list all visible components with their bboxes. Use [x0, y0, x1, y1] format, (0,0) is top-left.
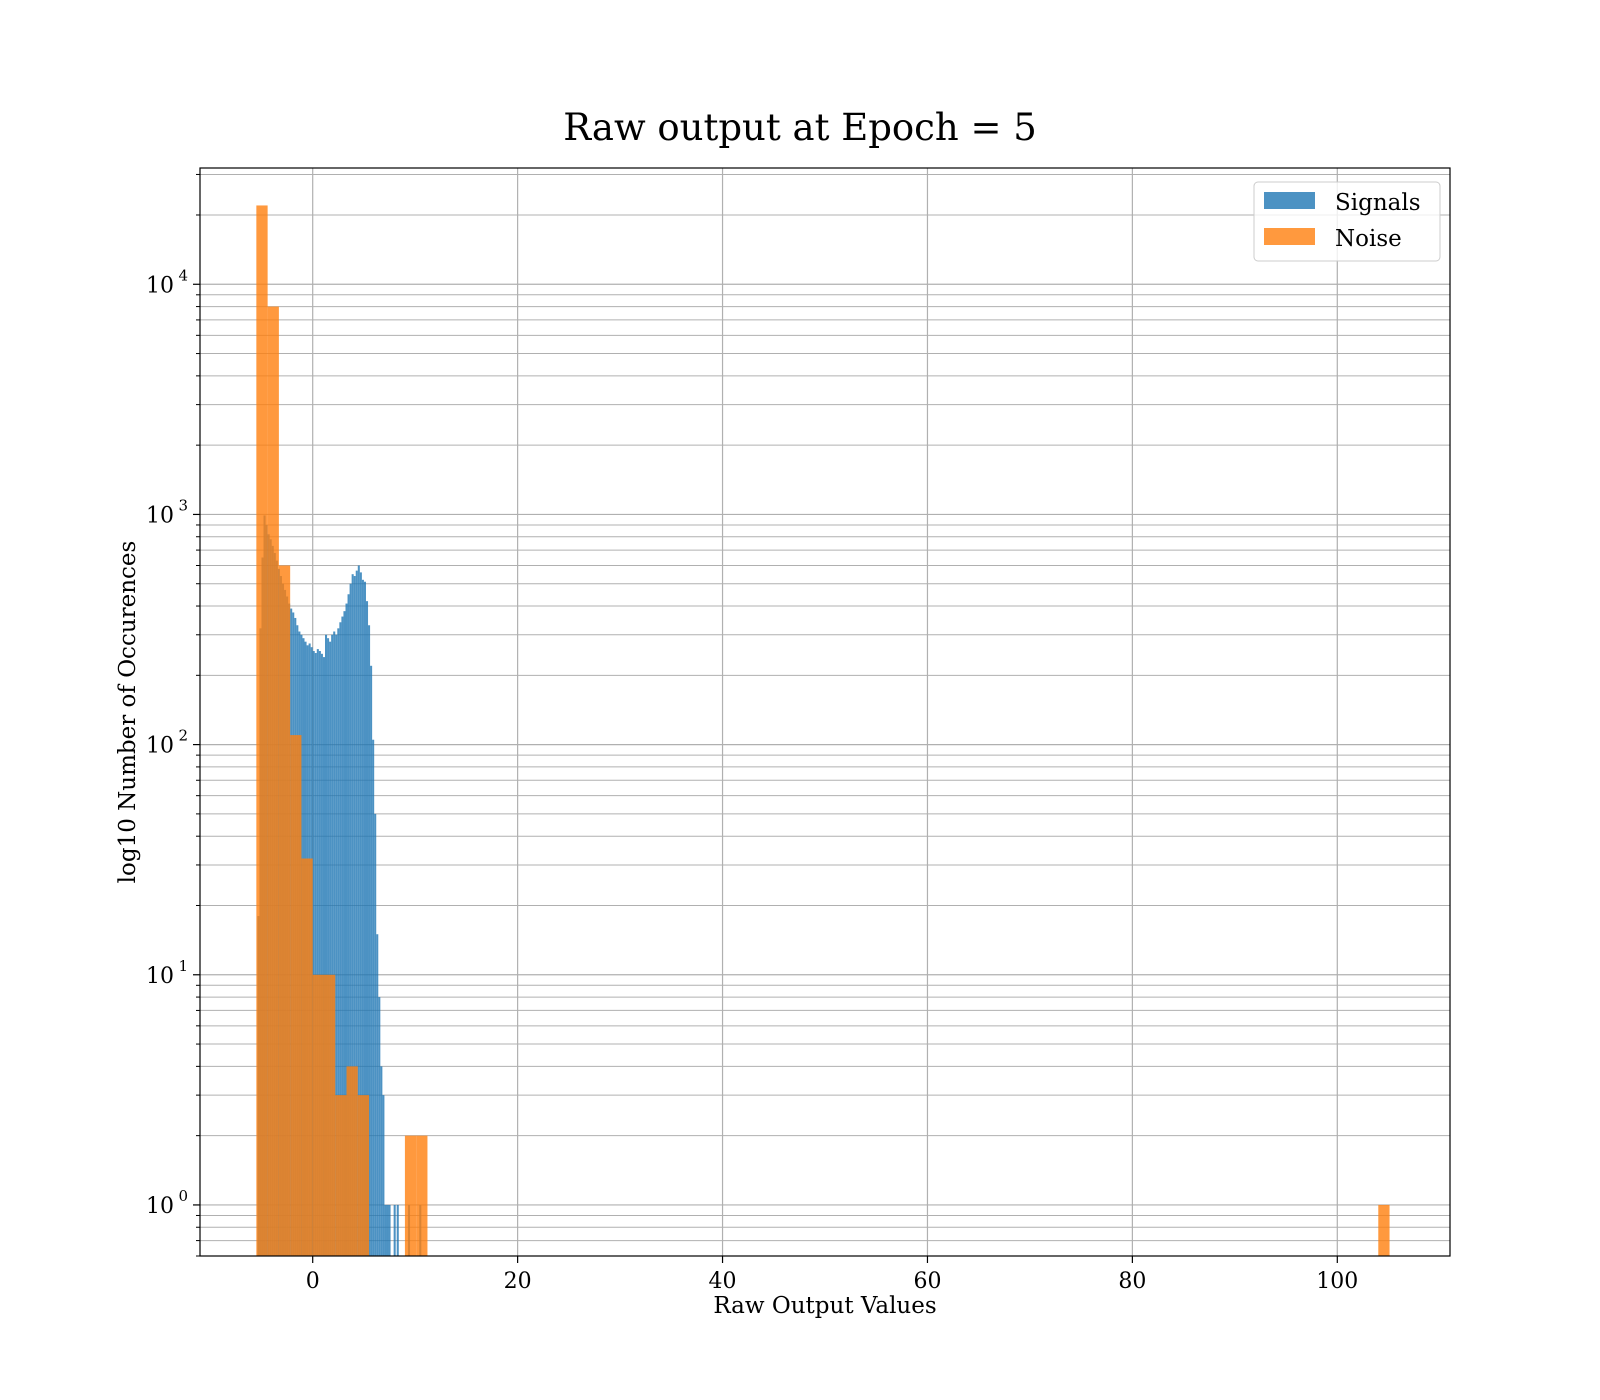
bar-signals — [322, 657, 325, 1256]
y-tick-exponent: 3 — [178, 496, 188, 514]
bar-noise — [357, 1095, 370, 1256]
bar-noise — [335, 1095, 347, 1256]
bar-signals — [339, 622, 342, 1256]
y-tick-exponent: 0 — [178, 1187, 188, 1205]
bar-signals — [343, 611, 346, 1256]
bar-noise — [416, 1135, 428, 1256]
bar-signals — [335, 634, 338, 1256]
bar-signals — [378, 997, 381, 1256]
bar-signals — [357, 565, 360, 1256]
legend-swatch-noise — [1264, 228, 1315, 245]
bar-signals — [396, 1204, 399, 1256]
bar-signals — [331, 634, 334, 1256]
bar-signals — [376, 934, 379, 1256]
y-tick-exponent: 4 — [178, 266, 188, 284]
x-tick-label: 100 — [1316, 1269, 1358, 1294]
y-axis-label: log10 Number of Occurences — [115, 541, 141, 884]
bar-signals — [333, 631, 336, 1256]
bar-signals — [370, 665, 373, 1256]
y-tick-exponent: 1 — [178, 957, 188, 975]
bar-noise — [267, 306, 279, 1256]
bar-signals — [337, 628, 340, 1256]
y-tick-label: 10 — [146, 964, 174, 989]
y-tick-label: 10 — [146, 503, 174, 528]
plot-area — [199, 167, 1451, 1257]
x-tick-label: 80 — [1118, 1269, 1146, 1294]
plot-frame — [199, 167, 1451, 1257]
bar-noise — [256, 205, 268, 1257]
bar-noise — [290, 735, 302, 1256]
x-axis-label: Raw Output Values — [713, 1293, 936, 1319]
y-tick-label: 10 — [146, 1194, 174, 1219]
x-axis-ticks: 0 20 40 60 80 100 — [306, 1256, 1358, 1294]
bar-signals — [365, 601, 369, 1256]
bar-signals — [393, 1204, 396, 1256]
bar-signals — [345, 603, 348, 1256]
bar-signals — [386, 1204, 389, 1256]
legend: Signals Noise — [1253, 181, 1441, 262]
x-tick-label: 60 — [913, 1269, 941, 1294]
chart-title: Raw output at Epoch = 5 — [563, 106, 1037, 149]
bar-noise — [404, 1135, 417, 1256]
bar-signals — [388, 1204, 391, 1256]
histogram-bars — [256, 205, 1390, 1257]
bar-signals — [384, 1204, 387, 1256]
x-tick-label: 0 — [306, 1269, 320, 1294]
bar-signals — [341, 616, 344, 1256]
bar-signals — [382, 1095, 385, 1256]
plot-background — [200, 168, 1450, 1256]
bar-signals — [372, 739, 375, 1256]
x-tick-label: 20 — [504, 1269, 532, 1294]
bar-noise — [278, 565, 291, 1256]
bar-signals — [312, 651, 315, 1256]
bar-noise — [312, 974, 324, 1256]
bar-signals — [320, 653, 323, 1256]
y-tick-exponent: 2 — [178, 727, 188, 745]
bar-signals — [353, 576, 356, 1256]
bar-signals — [374, 813, 377, 1256]
bar-signals — [368, 625, 371, 1256]
legend-label-noise: Noise — [1335, 226, 1402, 252]
legend-swatch-signals — [1264, 192, 1315, 209]
bar-noise — [1378, 1204, 1390, 1256]
series-noise — [256, 205, 1390, 1257]
y-tick-label: 10 — [146, 273, 174, 298]
bar-signals — [359, 572, 362, 1256]
bar-signals — [329, 641, 332, 1256]
bar-signals — [355, 570, 358, 1256]
bar-signals — [347, 594, 350, 1256]
bar-signals — [361, 579, 364, 1256]
bar-signals — [325, 634, 328, 1256]
bar-signals — [316, 649, 319, 1256]
bar-noise — [301, 858, 313, 1256]
bar-signals — [351, 574, 354, 1256]
bar-noise — [323, 974, 336, 1256]
legend-label-signals: Signals — [1335, 190, 1421, 216]
bar-signals — [349, 583, 352, 1256]
bar-signals — [318, 651, 321, 1256]
bar-signals — [363, 581, 366, 1256]
y-tick-label: 10 — [146, 734, 174, 759]
bar-signals — [314, 653, 317, 1256]
bar-signals — [380, 1066, 383, 1256]
x-tick-label: 40 — [709, 1269, 737, 1294]
bar-signals — [327, 638, 330, 1256]
bar-noise — [346, 1066, 358, 1256]
